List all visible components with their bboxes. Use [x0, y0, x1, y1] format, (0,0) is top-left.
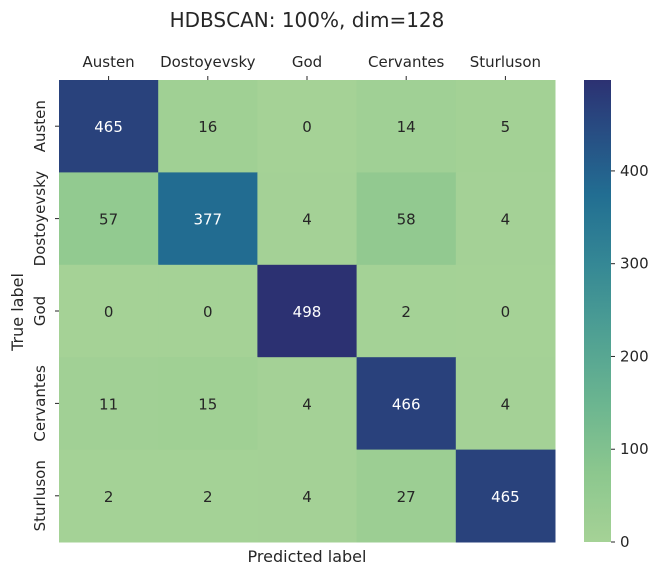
cell-value-label: 466: [392, 395, 421, 413]
colorbar-tick-label: 100: [620, 440, 649, 458]
cell-value-label: 16: [198, 118, 217, 136]
y-axis-label: True label: [8, 273, 27, 352]
x-tick-label: Sturluson: [470, 53, 541, 71]
heatmap-cell: [455, 264, 556, 358]
cell-value-label: 465: [94, 118, 123, 136]
colorbar-tick-label: 300: [620, 255, 649, 273]
cell-value-label: 15: [198, 395, 217, 413]
cell-value-label: 498: [293, 303, 322, 321]
heatmap-cells: 465 16 0 14 5 57 377 4 58 4 0 0 498 2 0 11 15 4 466 4 2 2 4 27 4…: [59, 80, 556, 543]
x-tick-label: Cervantes: [368, 53, 445, 71]
heatmap-cell: [356, 80, 457, 173]
cell-value-label: 2: [203, 488, 213, 506]
heatmap-cell: [356, 357, 457, 451]
chart-title: HDBSCAN: 100%, dim=128: [170, 8, 445, 32]
cell-value-label: 4: [501, 395, 511, 413]
heatmap-cell: [158, 80, 258, 173]
heatmap-cell: [158, 172, 258, 266]
x-tick-label: Dostoyevsky: [160, 53, 256, 71]
x-tick-label: God: [292, 53, 322, 71]
cell-value-label: 11: [99, 395, 118, 413]
cell-value-label: 58: [397, 211, 416, 229]
y-tick-label: Austen: [31, 100, 49, 152]
x-axis-label: Predicted label: [248, 547, 367, 566]
heatmap-cell: [59, 264, 159, 358]
colorbar-tick-label: 400: [620, 162, 649, 180]
heatmap-cell: [356, 449, 457, 543]
cell-value-label: 5: [501, 118, 511, 136]
heatmap-cell: [455, 449, 556, 543]
y-tick-label: Dostoyevsky: [31, 171, 49, 267]
colorbar-ticks: 0 100 200 300 400: [611, 162, 649, 551]
heatmap-cell: [158, 357, 258, 451]
x-tick-labels: Austen Dostoyevsky God Cervantes Sturluson: [82, 53, 541, 80]
heatmap-cell: [257, 264, 358, 358]
cell-value-label: 4: [501, 211, 511, 229]
cell-value-label: 2: [401, 303, 411, 321]
x-tick-label: Austen: [82, 53, 134, 71]
heatmap-cell: [59, 357, 159, 451]
heatmap-cell: [59, 449, 159, 543]
heatmap-cell: [455, 357, 556, 451]
heatmap-cell: [257, 449, 358, 543]
y-tick-label: Sturluson: [31, 460, 49, 531]
cell-value-label: 0: [302, 118, 312, 136]
y-tick-label: Cervantes: [31, 365, 49, 442]
cell-value-label: 0: [104, 303, 114, 321]
y-tick-label: God: [31, 296, 49, 326]
cell-value-label: 0: [501, 303, 511, 321]
cell-value-label: 465: [491, 488, 520, 506]
heatmap-cell: [455, 172, 556, 266]
cell-value-label: 14: [397, 118, 416, 136]
heatmap-cell: [59, 80, 159, 173]
colorbar: [584, 80, 611, 542]
heatmap-cell: [257, 357, 358, 451]
heatmap-cell: [356, 264, 457, 358]
heatmap-cell: [158, 449, 258, 543]
heatmap-cell: [158, 264, 258, 358]
heatmap-cell: [257, 80, 358, 173]
heatmap-cell: [257, 172, 358, 266]
colorbar-tick-label: 0: [620, 533, 630, 551]
heatmap-cell: [356, 172, 457, 266]
heatmap-cell: [455, 80, 556, 173]
y-tick-labels: Austen Dostoyevsky God Cervantes Sturluson: [31, 100, 59, 531]
cell-value-label: 2: [104, 488, 114, 506]
colorbar-tick-label: 200: [620, 347, 649, 365]
cell-value-label: 57: [99, 211, 118, 229]
heatmap-cell: [59, 172, 159, 266]
cell-value-label: 4: [302, 395, 312, 413]
cell-value-label: 4: [302, 211, 312, 229]
cell-value-label: 27: [397, 488, 416, 506]
cell-value-label: 0: [203, 303, 213, 321]
cell-value-label: 4: [302, 488, 312, 506]
cell-value-label: 377: [193, 211, 222, 229]
